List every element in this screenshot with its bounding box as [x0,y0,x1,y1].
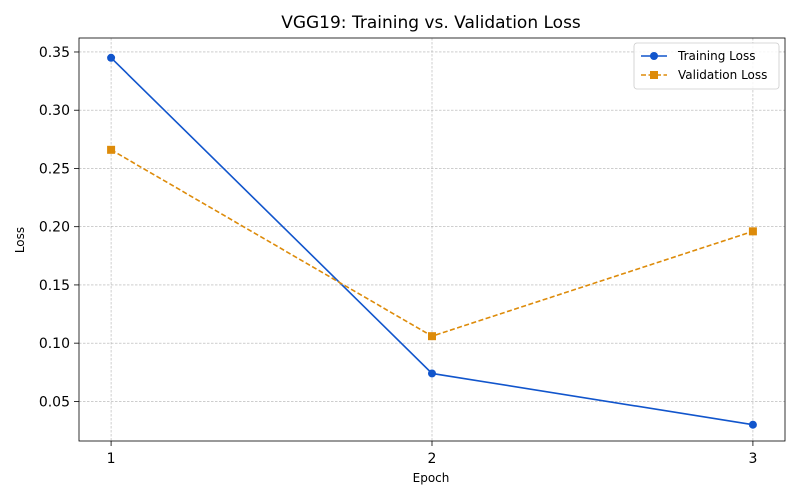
data-point-training-loss [107,53,116,62]
legend-label-validation: Validation Loss [678,68,767,82]
y-tick-label: 0.10 [39,336,70,352]
data-point-validation-loss [428,332,436,341]
legend: Training Loss Validation Loss [633,42,780,90]
grid [79,38,785,441]
x-tick-label: 3 [748,451,757,467]
x-tick-label: 1 [107,451,116,467]
axis-ticks: 0.05 0.10 0.15 0.20 0.25 0.30 0.35 1 2 3 [39,45,758,467]
legend-marker-training [650,52,658,60]
y-tick-label: 0.20 [39,220,70,236]
chart-title: VGG19: Training vs. Validation Loss [281,13,581,33]
legend-box [633,42,780,90]
data-point-validation-loss [107,145,116,154]
y-tick-label: 0.05 [39,394,70,410]
legend-marker-validation [650,71,658,79]
x-axis-label: Epoch [413,471,450,485]
y-axis-label: Loss [13,227,27,253]
series-group [107,53,757,429]
x-tick-label: 2 [428,451,437,467]
data-point-training-loss [428,369,436,378]
legend-label-training: Training Loss [677,49,755,63]
y-tick-label: 0.15 [39,278,70,294]
data-point-validation-loss [748,227,757,236]
y-tick-label: 0.25 [39,161,70,177]
data-point-training-loss [748,420,757,429]
y-tick-label: 0.30 [39,103,70,119]
y-tick-label: 0.35 [39,45,70,61]
